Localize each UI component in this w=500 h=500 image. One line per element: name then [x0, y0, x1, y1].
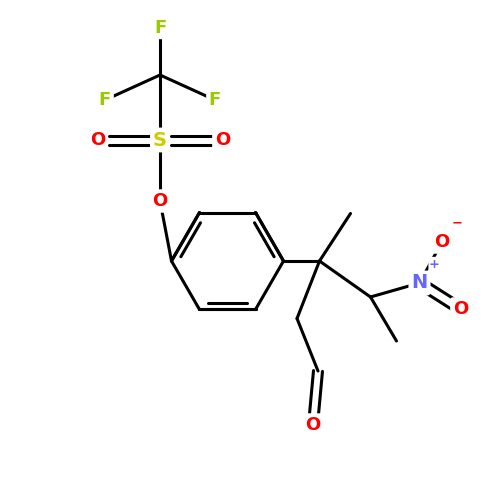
Text: F: F [154, 18, 166, 36]
Text: +: + [429, 258, 440, 270]
Text: S: S [153, 130, 167, 150]
Text: O: O [90, 131, 105, 149]
Text: O: O [215, 131, 230, 149]
Text: F: F [209, 91, 221, 109]
Text: O: O [152, 192, 168, 210]
Text: O: O [434, 233, 450, 251]
Text: F: F [99, 91, 111, 109]
Text: O: O [453, 300, 468, 318]
Text: O: O [306, 416, 320, 434]
Text: −: − [452, 216, 462, 230]
Text: N: N [412, 274, 428, 292]
